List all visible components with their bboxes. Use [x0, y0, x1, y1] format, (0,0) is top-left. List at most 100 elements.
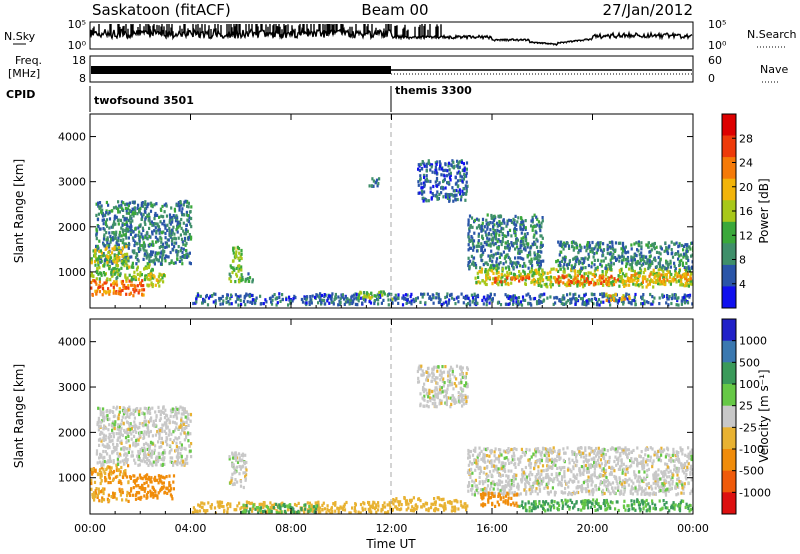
heatmap-cell — [172, 225, 175, 229]
heatmap-cell — [483, 241, 486, 245]
heatmap-cell — [158, 418, 161, 422]
heatmap-cell — [137, 203, 140, 207]
heatmap-cell — [128, 273, 131, 277]
heatmap-cell — [508, 218, 511, 222]
heatmap-cell — [133, 290, 136, 294]
heatmap-cell — [542, 298, 546, 302]
heatmap-cell — [462, 162, 465, 166]
heatmap-cell — [188, 251, 191, 255]
heatmap-cell — [555, 268, 558, 272]
heatmap-cell — [125, 211, 128, 215]
heatmap-cell — [159, 262, 163, 266]
heatmap-cell — [141, 235, 144, 239]
heatmap-cell — [608, 296, 611, 300]
heatmap-cell — [637, 274, 640, 278]
heatmap-cell — [685, 247, 688, 251]
heatmap-cell — [518, 264, 522, 268]
heatmap-cell — [460, 367, 463, 371]
heatmap-cell — [643, 299, 646, 303]
heatmap-cell — [393, 296, 396, 300]
heatmap-cell — [568, 282, 571, 286]
heatmap-cell — [354, 302, 357, 306]
heatmap-cell — [572, 296, 575, 300]
heatmap-cell — [144, 266, 147, 270]
heatmap-cell — [432, 194, 435, 198]
heatmap-cell — [105, 224, 109, 228]
heatmap-cell — [91, 468, 94, 472]
heatmap-cell — [109, 459, 113, 463]
heatmap-cell — [160, 445, 163, 449]
heatmap-cell — [593, 247, 596, 251]
heatmap-cell — [165, 255, 168, 259]
heatmap-cell — [534, 224, 538, 228]
heatmap-cell — [184, 238, 187, 243]
heatmap-cell — [652, 257, 656, 261]
heatmap-cell — [620, 275, 623, 279]
heatmap-cell — [500, 226, 503, 230]
heatmap-cell — [605, 293, 608, 297]
heatmap-cell — [182, 247, 185, 251]
colorbar-tick-label: 28 — [739, 132, 753, 145]
heatmap-cell — [642, 271, 645, 275]
heatmap-cell — [497, 270, 500, 274]
heatmap-cell — [137, 291, 140, 295]
heatmap-cell — [111, 428, 114, 432]
heatmap-cell — [496, 281, 499, 285]
heatmap-cell — [576, 257, 579, 261]
heatmap-cell — [631, 278, 634, 282]
heatmap-cell — [326, 297, 329, 301]
heatmap-cell — [631, 260, 634, 264]
colorbar-segment — [722, 243, 736, 266]
heatmap-cell — [431, 170, 434, 174]
heatmap-cell — [179, 255, 182, 260]
heatmap-cell — [581, 300, 584, 304]
heatmap-cell — [117, 200, 120, 204]
heatmap-cell — [440, 386, 443, 390]
heatmap-cell — [434, 169, 437, 173]
heatmap-cell — [192, 301, 195, 306]
heatmap-cell — [125, 229, 128, 233]
heatmap-cell — [541, 216, 544, 220]
heatmap-cell — [560, 250, 563, 254]
heatmap-cell — [177, 250, 180, 254]
heatmap-cell — [121, 230, 125, 234]
heatmap-cell — [527, 242, 530, 246]
heatmap-cell — [429, 190, 432, 194]
heatmap-cell — [238, 472, 241, 476]
heatmap-cell — [606, 280, 609, 284]
heatmap-cell — [639, 259, 642, 263]
heatmap-cell — [447, 396, 450, 400]
heatmap-cell — [173, 232, 176, 236]
heatmap-cell — [661, 280, 664, 284]
heatmap-cell — [319, 510, 322, 514]
heatmap-cell — [111, 450, 114, 454]
heatmap-cell — [578, 294, 581, 298]
heatmap-cell — [109, 439, 112, 443]
heatmap-cell — [102, 438, 106, 442]
heatmap-cell — [124, 242, 127, 246]
heatmap-cell — [609, 258, 612, 262]
heatmap-cell — [146, 457, 149, 462]
heatmap-cell — [576, 281, 579, 285]
heatmap-cell — [108, 289, 112, 293]
heatmap-cell — [308, 302, 311, 306]
heatmap-cell — [98, 290, 101, 294]
heatmap-cell — [254, 298, 257, 303]
heatmap-cell — [575, 297, 578, 301]
heatmap-cell — [610, 267, 613, 272]
heatmap-cell — [110, 424, 114, 428]
heatmap-cell — [143, 454, 146, 459]
heatmap-cell — [428, 388, 431, 392]
heatmap-cell — [138, 486, 141, 490]
heatmap-cell — [281, 293, 284, 297]
heatmap-cell — [231, 482, 234, 487]
heatmap-cell — [428, 161, 431, 166]
heatmap-cell — [112, 223, 115, 227]
heatmap-cell — [468, 246, 471, 250]
heatmap-cell — [150, 281, 153, 285]
heatmap-cell — [630, 258, 633, 262]
heatmap-cell — [528, 273, 531, 277]
heatmap-cell — [237, 303, 240, 307]
heatmap-cell — [141, 477, 144, 481]
heatmap-cell — [491, 259, 494, 263]
